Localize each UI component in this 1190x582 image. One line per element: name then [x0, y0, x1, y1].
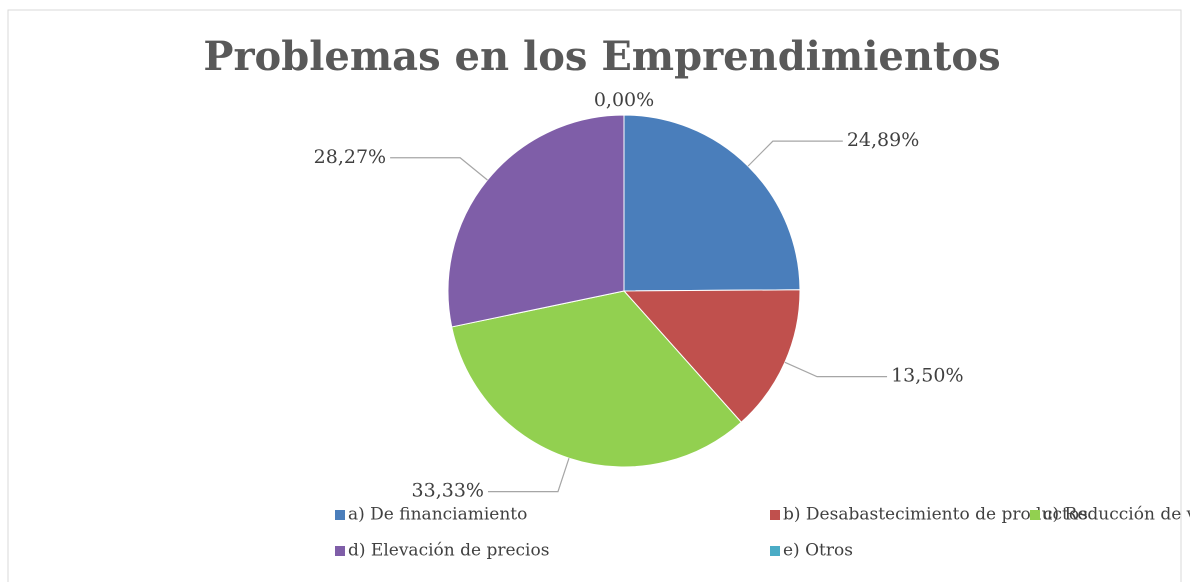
legend-swatch: [770, 546, 780, 556]
leader-line: [390, 157, 488, 181]
legend-swatch: [335, 510, 345, 520]
legend-swatch: [335, 546, 345, 556]
pie-slice: [447, 114, 625, 328]
legend-swatch: [1030, 510, 1040, 520]
chart-title: Problemas en los Emprendimientos: [203, 33, 1000, 80]
legend-label: c) Reducción de ventas: [1043, 505, 1190, 525]
data-label: 13,50%: [891, 365, 963, 387]
legend-label: a) De financiamiento: [348, 505, 527, 525]
leader-line: [784, 361, 888, 378]
data-label: 24,89%: [847, 129, 919, 151]
legend-label: e) Otros: [783, 541, 853, 561]
pie-slice: [623, 114, 801, 292]
legend-label: d) Elevación de precios: [348, 541, 549, 561]
legend-label: b) Desabastecimiento de productos: [783, 505, 1088, 525]
data-label: 0,00%: [594, 89, 654, 111]
pie-slice: [622, 289, 801, 423]
leader-line: [747, 140, 843, 167]
leader-line: [487, 457, 570, 493]
data-label: 28,27%: [314, 146, 386, 168]
legend-swatch: [770, 510, 780, 520]
data-label: 33,33%: [412, 480, 484, 502]
